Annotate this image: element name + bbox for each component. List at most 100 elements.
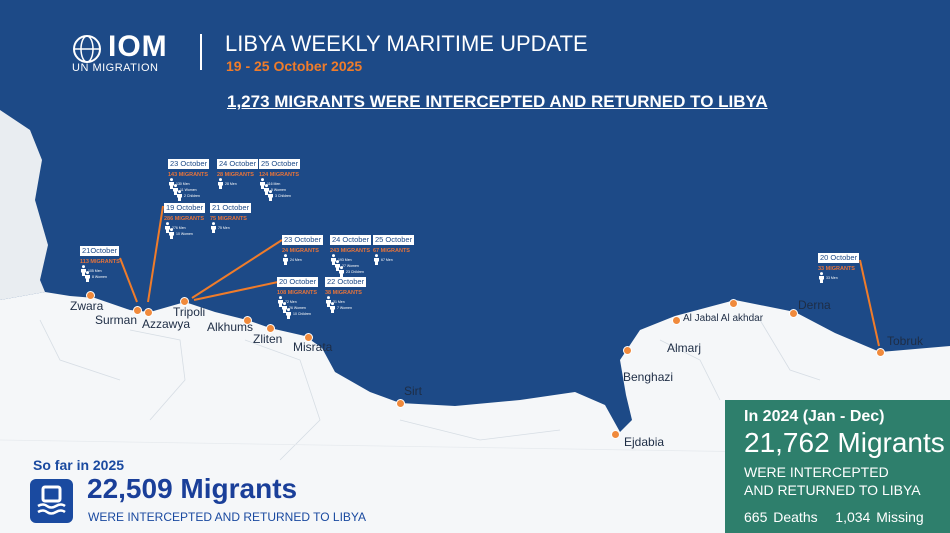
people-breakdown: 7 Women: [337, 305, 352, 310]
interception-count: 108 MIGRANTS: [277, 290, 318, 296]
interception-count: 24 MIGRANTS: [282, 248, 319, 254]
stats-2024-text2: AND RETURNED TO LIBYA: [744, 482, 921, 498]
person-icon: [331, 254, 336, 265]
people-breakdown: 10 Children: [293, 311, 311, 316]
person-icon: [260, 178, 265, 189]
city-label: Sirt: [404, 384, 422, 398]
person-icon: [211, 222, 216, 233]
city-marker: [728, 298, 738, 308]
interception-group: 25 October 67 MIGRANTS 67 Men: [373, 229, 415, 265]
person-icon: [282, 302, 287, 313]
interception-group: 19 October 286 MIGRANTS 276 Men 10 Women: [164, 197, 206, 239]
interception-group: 25 October 124 MIGRANTS 116 Men 5 Women 3 Ch…: [259, 153, 301, 201]
city-label: Almarj: [667, 341, 702, 355]
interception-group: 24 October 28 MIGRANTS 28 Men: [217, 153, 259, 189]
interception-date: 20 October: [818, 253, 860, 263]
people-breakdown: 130 Men: [176, 181, 190, 186]
city-label: Alkhums: [207, 320, 254, 334]
city-marker: [242, 315, 252, 325]
interception-group: 20 October 108 MIGRANTS 72 Men 26 Women 10 C…: [277, 271, 319, 319]
stats-2024-label: In 2024 (Jan - Dec): [744, 408, 885, 425]
city-marker: [303, 332, 313, 342]
city-label: Al Jabal Al akhdar: [683, 313, 764, 324]
person-icon: [264, 184, 269, 195]
interception-date: 24 October: [217, 159, 259, 169]
interception-group: 20 October 33 MIGRANTS 33 Men: [818, 247, 860, 283]
city-label: Tripoli: [173, 305, 206, 319]
people-breakdown: 28 Men: [225, 181, 237, 186]
city-label: Misrata: [293, 340, 333, 354]
interception-group: 21October 113 MIGRANTS 105 Men 8 Women: [80, 240, 120, 282]
arrow: [147, 205, 164, 303]
interception-date: 25 October: [259, 159, 301, 169]
date-range: 19 - 25 October 2025: [226, 58, 363, 74]
interception-group: 23 October 24 MIGRANTS 24 Men: [282, 229, 324, 265]
city-marker: [395, 398, 405, 408]
page-title: LIBYA WEEKLY MARITIME UPDATE: [225, 31, 588, 56]
boat-icon: [30, 479, 73, 523]
city-marker: [671, 315, 681, 325]
person-icon: [173, 184, 178, 195]
person-icon: [81, 265, 86, 276]
interception-date: 25 October: [373, 235, 415, 245]
people-breakdown: 26 Women: [289, 305, 306, 310]
total-2025-text: WERE INTERCEPTED AND RETURNED TO LIBYA: [88, 510, 367, 524]
libya-land: [0, 292, 950, 533]
interception-count: 243 MIGRANTS: [330, 248, 371, 254]
arrow: [191, 239, 283, 299]
people-breakdown: 116 Men: [267, 181, 281, 186]
interception-date: 22 October: [325, 277, 367, 287]
person-icon: [268, 190, 273, 201]
people-breakdown: 24 Men: [290, 257, 302, 262]
interception-group: 23 October 143 MIGRANTS 130 Men 11 Women 2 C…: [168, 153, 210, 201]
interception-group: 21 October 75 MIGRANTS 75 Men: [210, 197, 252, 233]
person-icon: [165, 222, 170, 233]
interception-date: 19 October: [164, 203, 206, 213]
interception-group: 24 October 243 MIGRANTS 193 Men 27 Women 23 …: [330, 229, 372, 277]
city-marker: [179, 296, 189, 306]
people-breakdown: 105 Men: [88, 268, 102, 273]
logo-text: IOM: [108, 30, 168, 63]
headline: 1,273 MIGRANTS WERE INTERCEPTED AND RETU…: [227, 92, 768, 111]
interception-count: 38 MIGRANTS: [325, 290, 362, 296]
city-label: Zwara: [70, 299, 104, 313]
person-icon: [819, 272, 824, 283]
globe-icon: [73, 35, 101, 63]
interception-count: 124 MIGRANTS: [259, 172, 300, 178]
people-breakdown: 5 Women: [271, 187, 286, 192]
city-marker: [85, 290, 95, 300]
person-icon: [335, 260, 340, 271]
people-breakdown: 72 Men: [285, 299, 297, 304]
person-icon: [374, 254, 379, 265]
city-marker: [788, 308, 798, 318]
people-breakdown: 3 Children: [275, 193, 291, 198]
city-marker: [875, 347, 885, 357]
person-icon: [278, 296, 283, 307]
interception-count: 67 MIGRANTS: [373, 248, 410, 254]
city-label: Surman: [95, 313, 138, 327]
city-marker: [143, 307, 153, 317]
interception-count: 286 MIGRANTS: [164, 216, 205, 222]
arrow: [193, 281, 279, 301]
interception-count: 143 MIGRANTS: [168, 172, 209, 178]
interception-count: 75 MIGRANTS: [210, 216, 247, 222]
person-icon: [286, 308, 291, 319]
interception-group: 22 October 38 MIGRANTS 31 Men 7 Women: [325, 271, 367, 313]
interception-count: 113 MIGRANTS: [80, 259, 120, 265]
city-marker: [622, 345, 632, 355]
stats-2024-count: 21,762 Migrants: [744, 427, 945, 458]
city-label: Ejdabia: [624, 435, 665, 449]
interception-date: 21 October: [210, 203, 252, 213]
person-icon: [339, 266, 344, 277]
city-marker: [265, 323, 275, 333]
people-breakdown: 276 Men: [172, 225, 186, 230]
city-marker: [132, 305, 142, 315]
arrows: [119, 205, 880, 347]
people-breakdown: 11 Women: [180, 187, 197, 192]
city-label: Tobruk: [887, 334, 924, 348]
interception-date: 24 October: [330, 235, 372, 245]
logo-sub: UN MIGRATION: [72, 62, 159, 74]
people-breakdown: 193 Men: [338, 257, 352, 262]
people-breakdown: 33 Men: [826, 275, 838, 280]
person-icon: [177, 190, 182, 201]
